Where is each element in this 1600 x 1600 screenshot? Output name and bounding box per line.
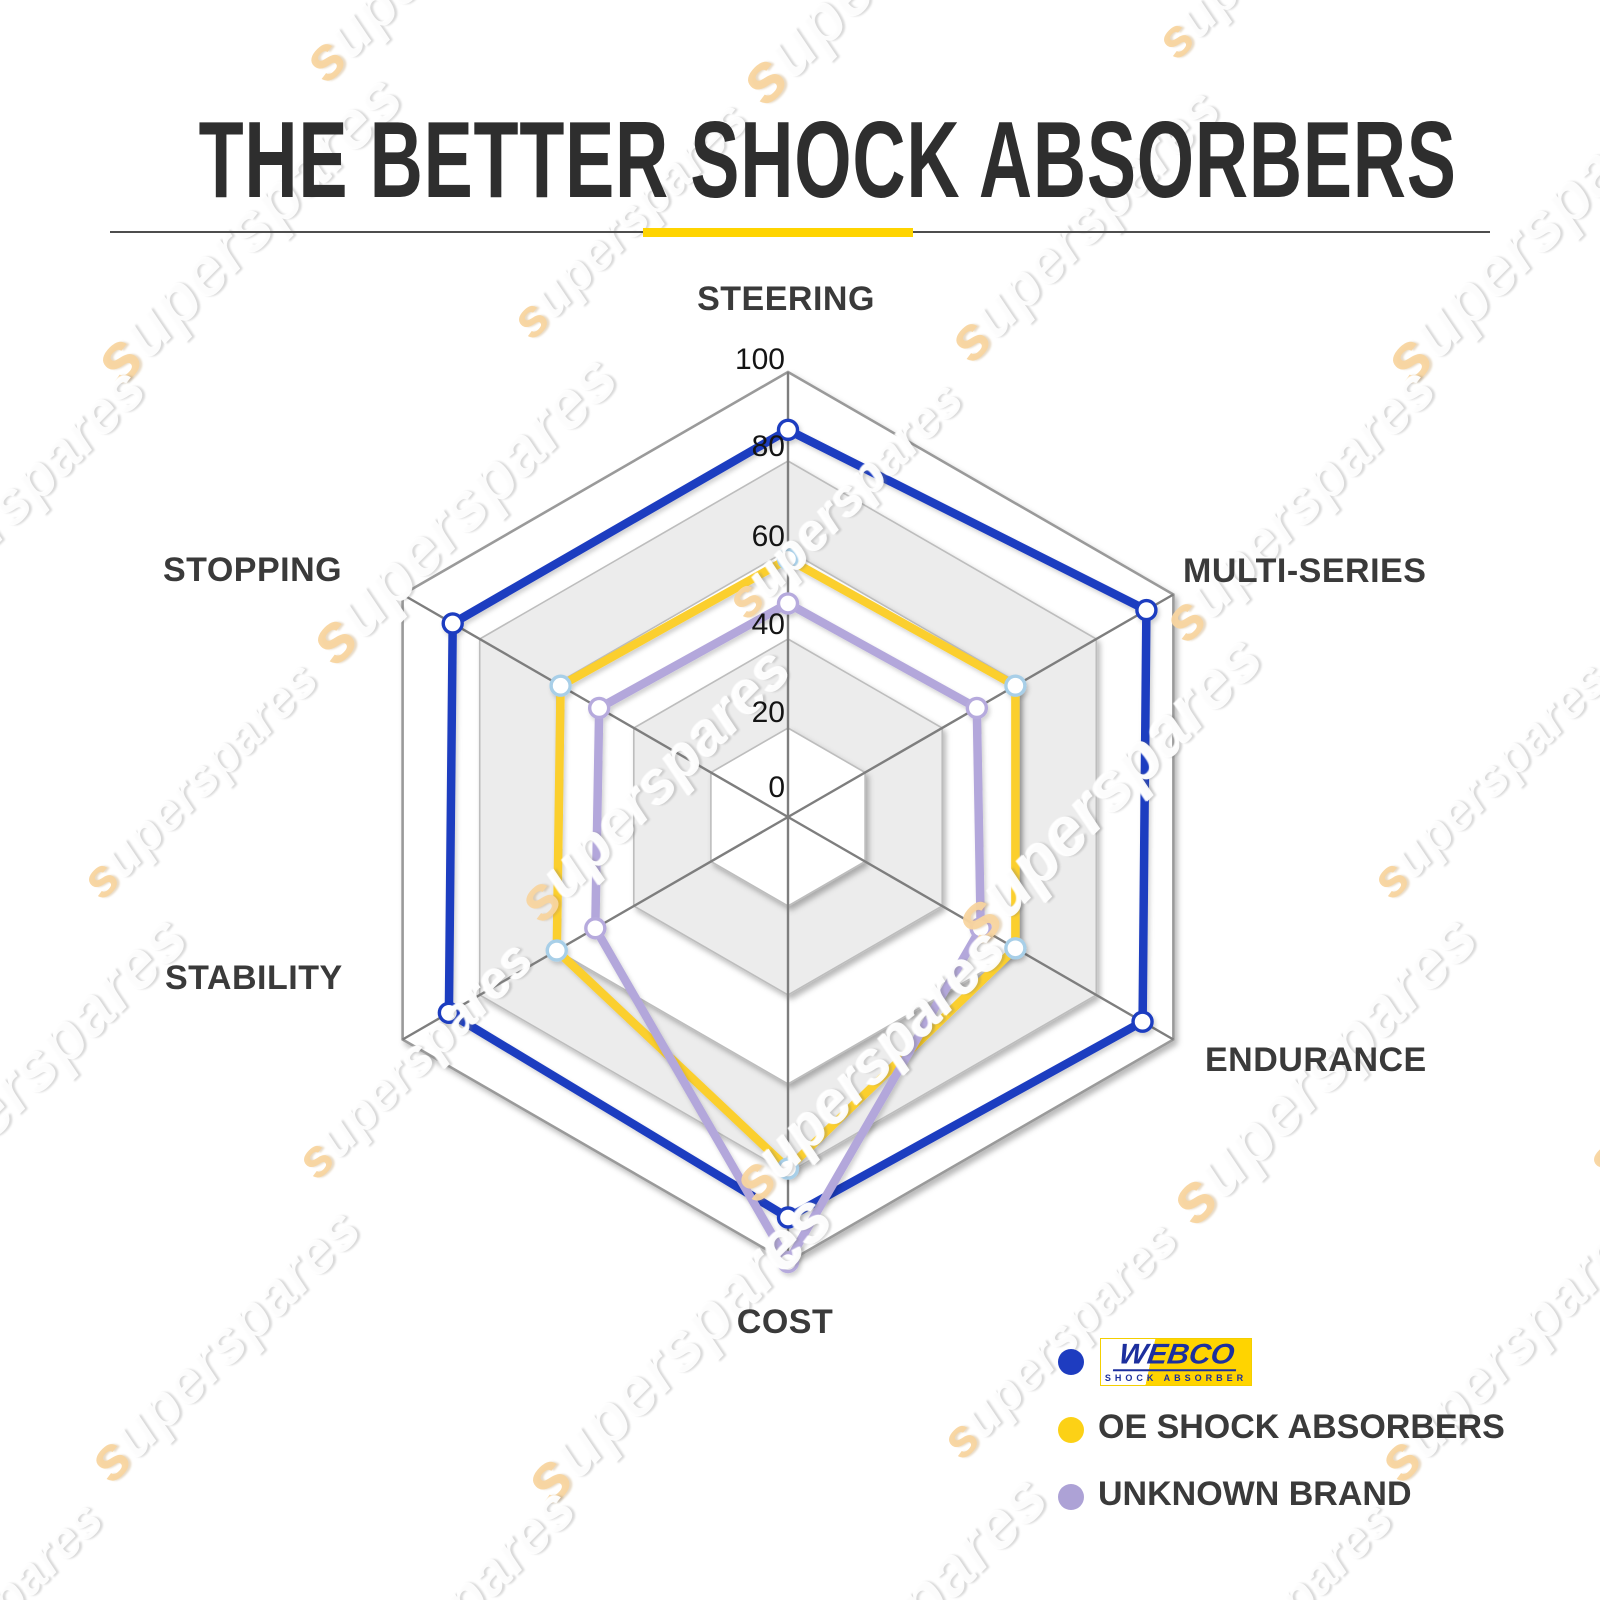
page-title: THE BETTER SHOCK ABSORBERS	[198, 98, 1457, 221]
legend-label-oe: OE SHOCK ABSORBERS	[1098, 1408, 1505, 1446]
webco-logo: WEBCO SHOCK ABSORBER	[1100, 1338, 1252, 1386]
axis-tick-20: 20	[751, 696, 785, 729]
category-label-stability: STABILITY	[165, 959, 343, 997]
legend-label-unknown: UNKNOWN BRAND	[1098, 1475, 1412, 1513]
axis-tick-0: 0	[768, 771, 785, 804]
webco-logo-subtitle: SHOCK ABSORBER	[1104, 1373, 1248, 1383]
axis-tick-40: 40	[751, 608, 785, 641]
axis-tick-60: 60	[751, 520, 785, 553]
axis-tick-80: 80	[751, 430, 785, 463]
category-label-multi-series: MULTI-SERIES	[1183, 552, 1427, 590]
category-label-stopping: STOPPING	[163, 551, 343, 589]
category-label-steering: STEERING	[697, 280, 875, 318]
axis-tick-100: 100	[734, 343, 785, 376]
title-wrap: THE BETTER SHOCK ABSORBERS	[0, 98, 1600, 220]
radar-grid	[401, 370, 1175, 1264]
legend-dot-oe	[1058, 1417, 1084, 1443]
category-label-cost: COST	[736, 1303, 834, 1341]
category-label-endurance: ENDURANCE	[1205, 1041, 1427, 1079]
legend-dot-unknown	[1058, 1484, 1084, 1510]
radar-series	[437, 418, 1158, 1274]
legend-dot-webco	[1058, 1349, 1084, 1375]
title-divider-accent	[643, 228, 913, 237]
webco-logo-word: WEBCO	[1112, 1339, 1240, 1372]
